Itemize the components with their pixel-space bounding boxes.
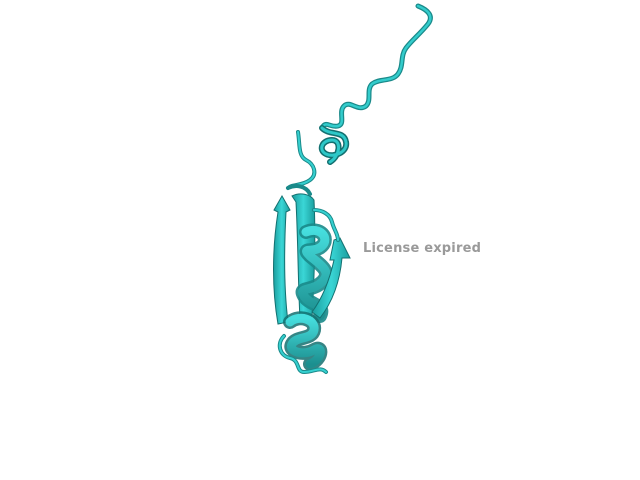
beta-strand-right-arrow xyxy=(311,237,351,319)
beta-strand-left xyxy=(273,194,291,325)
license-watermark: License expired xyxy=(363,241,482,256)
coil-tail xyxy=(319,3,433,131)
